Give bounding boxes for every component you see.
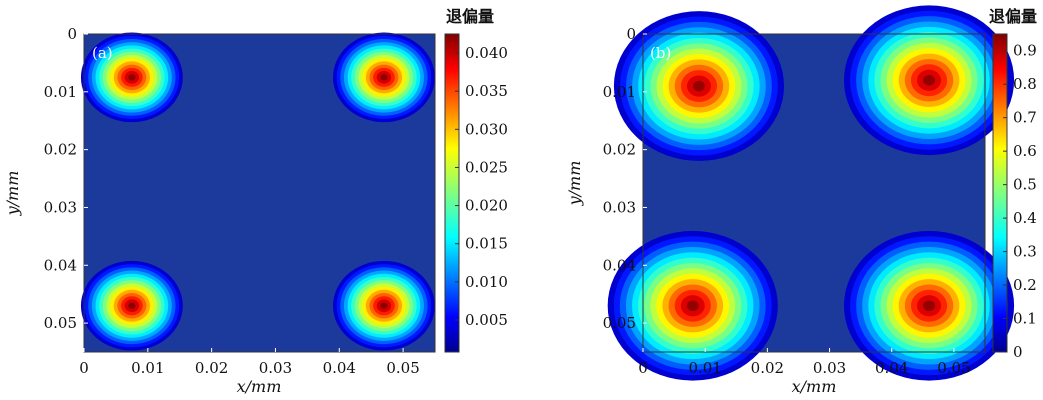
panel-b-colorbar-ticks: 0 0.1 0.2 0.3 0.4 0.5 0.6 0.7 0.8 0.9 — [1003, 42, 1037, 361]
panel-b-colorbar-tick-label: 0.5 — [1013, 176, 1037, 194]
panel-a-x-tick-label: 0.04 — [323, 359, 356, 377]
panel-b-colorbar-tick-label: 0.6 — [1013, 142, 1037, 160]
panel-b-y-axis-label: y/mm — [565, 161, 584, 207]
panel-a-y-tick-label: 0.05 — [44, 314, 77, 332]
panel-b-peak-2-level-13 — [686, 300, 699, 311]
panel-a-colorbar-tick-label: 0.035 — [465, 82, 508, 100]
panel-b-peak-0-level-13 — [693, 80, 705, 92]
panel-a-x-tick-label: 0.01 — [131, 359, 164, 377]
panel-b-x-tick-label: 0.04 — [875, 359, 908, 377]
panel-a-x-tick-label: 0.02 — [195, 359, 228, 377]
panel-b-x-tick-label: 0.03 — [813, 359, 846, 377]
panel-b-colorbar-tick-label: 0.3 — [1013, 243, 1037, 261]
panel-a-y-tick-label: 0.01 — [44, 83, 77, 101]
panel-b-peak-3-level-13 — [923, 300, 935, 311]
panel-a-x-tick-label: 0.03 — [259, 359, 292, 377]
panel-a: (a) 0 0.01 0.02 0.03 0.04 0.05 00.010.020.030… — [3, 7, 508, 396]
panel-a-x-ticks: 0 0.01 0.02 0.03 0.04 0.05 — [79, 348, 420, 377]
panel-b-x-tick-label: 0 — [638, 359, 648, 377]
panel-b-y-tick-label: 0.02 — [603, 141, 636, 159]
panel-a-peak-3-level-13 — [380, 302, 388, 309]
panel-a-x-axis-label: x/mm — [237, 377, 282, 396]
panel-a-colorbar-tick-label: 0.020 — [465, 197, 508, 215]
panel-a-colorbar-tick-label: 0.010 — [465, 273, 508, 291]
panel-b-x-tick-label: 0.02 — [751, 359, 784, 377]
panel-a-colorbar-ticks: 0.005 0.010 0.015 0.020 0.025 0.030 0.035 0.040 — [455, 44, 508, 329]
panel-a-y-tick-label: 0.02 — [44, 141, 77, 159]
panel-a-colorbar-tick-label: 0.040 — [465, 44, 508, 62]
panel-b-y-tick-label: 0.05 — [603, 314, 636, 332]
panel-a-colorbar-tick-label: 0.025 — [465, 158, 508, 176]
panel-a-frame — [83, 33, 436, 353]
panel-b-colorbar-tick-label: 0.1 — [1013, 310, 1037, 328]
panel-b-y-tick-label: 0.04 — [603, 256, 636, 274]
panel-b-colorbar-tick-label: 0.2 — [1013, 276, 1037, 294]
panel-a-peak-0-level-13 — [128, 74, 136, 81]
panel-a-peak-1-level-13 — [380, 74, 388, 81]
panel-b-frame — [642, 33, 986, 353]
panel-a-label: (a) — [92, 44, 113, 62]
panel-b-colorbar-tick-label: 0.7 — [1013, 109, 1037, 127]
panel-b-y-tick-label: 0.01 — [603, 83, 636, 101]
panel-b-colorbar-tick-label: 0.9 — [1013, 42, 1037, 60]
panel-b-y-ticks: 0 0.01 0.02 0.03 0.04 0.05 — [603, 25, 647, 332]
panel-a-colorbar-title: 退偏量 — [446, 7, 494, 26]
panel-b-colorbar-title: 退偏量 — [989, 7, 1037, 26]
panel-a-x-tick-label: 0.05 — [386, 359, 419, 377]
panel-b-peak-1-level-13 — [923, 75, 935, 86]
panel-b-colorbar-tick-label: 0.4 — [1013, 209, 1037, 227]
panel-b-colorbar-tick-label: 0.8 — [1013, 75, 1037, 93]
panel-a-colorbar-tick-label: 0.015 — [465, 235, 508, 253]
panel-b-label: (b) — [650, 44, 671, 62]
panel-b-x-ticks: 0 0.01 0.02 0.03 0.04 0.05 — [638, 348, 971, 377]
panel-b: (b) 0 0.01 0.02 0.03 0.04 0.05 00.010.020.030… — [565, 5, 1037, 396]
panel-b-y-tick-label: 0 — [626, 25, 636, 43]
panel-a-y-tick-label: 0 — [67, 25, 77, 43]
panel-a-y-tick-label: 0.03 — [44, 198, 77, 216]
panel-b-heatmap — [607, 5, 1015, 381]
panel-a-y-tick-label: 0.04 — [44, 256, 77, 274]
panel-b-x-axis-label: x/mm — [792, 377, 837, 396]
panel-a-peak-2-level-13 — [128, 302, 136, 309]
panel-a-colorbar-tick-label: 0.005 — [465, 311, 508, 329]
panel-b-colorbar-tick-label: 0 — [1013, 343, 1023, 361]
panel-a-x-tick-label: 0 — [79, 359, 89, 377]
panel-a-y-ticks: 0 0.01 0.02 0.03 0.04 0.05 — [44, 25, 88, 332]
panel-a-colorbar-tick-label: 0.030 — [465, 120, 508, 138]
panel-b-y-tick-label: 0.03 — [603, 198, 636, 216]
panel-b-colorbar — [992, 33, 1008, 353]
panel-a-heatmap — [80, 32, 435, 351]
panel-a-y-axis-label: y/mm — [3, 171, 22, 217]
panel-b-x-tick-label: 0.05 — [937, 359, 970, 377]
panel-b-x-tick-label: 0.01 — [688, 359, 721, 377]
panel-a-colorbar — [444, 33, 460, 353]
